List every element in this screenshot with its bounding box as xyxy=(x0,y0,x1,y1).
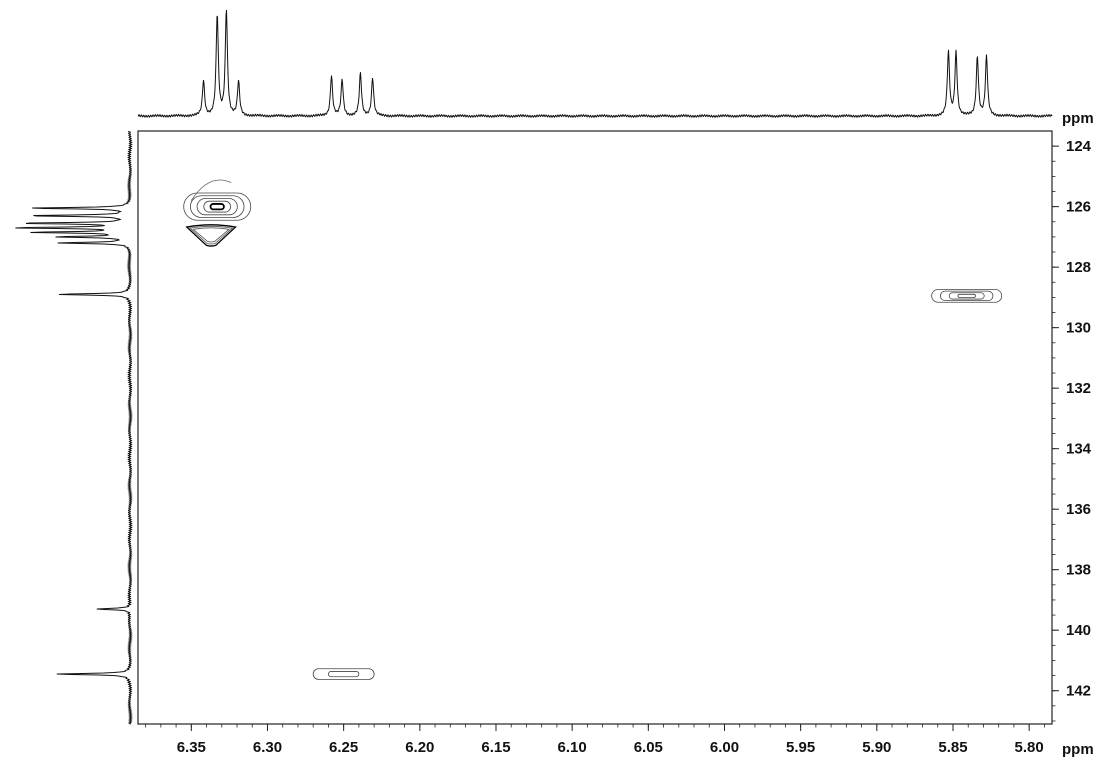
cross-peak xyxy=(185,224,237,247)
x-tick-label: 6.10 xyxy=(558,739,587,756)
left-projection-trace xyxy=(15,131,133,725)
contour-level xyxy=(940,290,994,302)
x-axis: 6.35 6.30 6.25 6.20 6.15 6.10 6.05 6.00 5.95 5.90… xyxy=(145,724,1045,756)
x-tick-label: 5.80 xyxy=(1015,739,1044,756)
cross-peak xyxy=(931,289,1003,303)
y-tick-label: 126 xyxy=(1066,199,1091,216)
top-projection-trace xyxy=(137,9,1053,119)
x-axis-unit-label: ppm xyxy=(1062,741,1094,758)
x-tick-label: 6.25 xyxy=(329,739,358,756)
contour-level xyxy=(948,292,985,300)
contour-level xyxy=(931,289,1003,303)
contour-level xyxy=(328,671,360,678)
x-tick-label: 6.30 xyxy=(253,739,282,756)
x-tick-label: 6.15 xyxy=(481,739,510,756)
contour-level xyxy=(190,195,245,218)
x-tick-label: 6.20 xyxy=(405,739,434,756)
top-1d-projection xyxy=(137,9,1053,119)
contour-layer xyxy=(183,179,1003,680)
contour-level xyxy=(957,293,976,298)
y-tick-label: 128 xyxy=(1066,259,1091,276)
plot-frame xyxy=(137,130,1053,725)
y-tick-label: 136 xyxy=(1066,501,1091,518)
top-projection-unit-label: ppm xyxy=(1062,110,1094,127)
y-tick-label: 140 xyxy=(1066,622,1091,639)
x-tick-label: 6.35 xyxy=(177,739,206,756)
contour-level xyxy=(312,668,375,680)
contour-level xyxy=(203,200,232,213)
contour-level xyxy=(189,225,234,245)
x-tick-label: 5.95 xyxy=(786,739,815,756)
cross-peak xyxy=(312,668,375,680)
x-tick-label: 6.00 xyxy=(710,739,739,756)
y-tick-label: 130 xyxy=(1066,320,1091,337)
contour-level xyxy=(192,227,230,243)
contour-tail xyxy=(190,179,232,201)
y-tick-label: 124 xyxy=(1066,138,1092,155)
x-tick-label: 5.85 xyxy=(938,739,967,756)
cross-peak xyxy=(183,192,252,221)
y-axis: 124 126 128 130 132 134 136 138 140 142 xyxy=(1052,138,1092,722)
x-tick-label: 5.90 xyxy=(862,739,891,756)
x-tick-label: 6.05 xyxy=(634,739,663,756)
contour-level xyxy=(196,198,238,216)
contour-level xyxy=(209,203,225,211)
y-tick-label: 132 xyxy=(1066,380,1091,397)
y-tick-label: 142 xyxy=(1066,683,1091,700)
y-tick-label: 138 xyxy=(1066,562,1091,579)
left-1d-projection xyxy=(15,131,133,725)
contour-level xyxy=(183,192,252,221)
y-tick-label: 134 xyxy=(1066,441,1092,458)
contour-level xyxy=(185,224,237,247)
